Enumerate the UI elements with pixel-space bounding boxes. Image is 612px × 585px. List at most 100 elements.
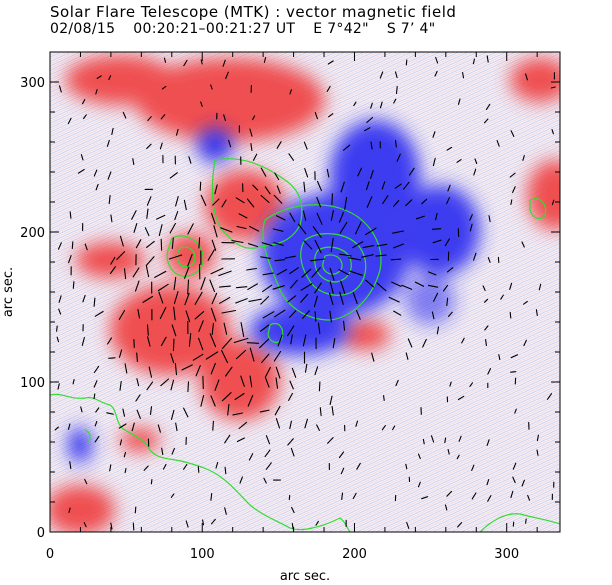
field-vector (145, 264, 150, 278)
field-vector (259, 409, 270, 413)
field-vector (342, 144, 351, 151)
field-vector (200, 101, 203, 107)
field-vector (393, 98, 397, 104)
field-vector (170, 409, 175, 420)
field-vector (487, 495, 492, 502)
field-vector (362, 245, 375, 249)
field-vector (235, 286, 248, 289)
field-vector (546, 393, 553, 400)
field-vector (486, 479, 490, 486)
obs-latitude: S 7’ 4" (386, 21, 436, 37)
field-vector (469, 214, 473, 221)
field-vector (509, 172, 516, 178)
field-vector (521, 479, 525, 487)
field-vector (122, 111, 127, 119)
field-vector (235, 197, 245, 204)
field-vector (240, 375, 245, 387)
field-vector (250, 143, 253, 152)
field-vector (122, 408, 126, 417)
field-vector (170, 379, 175, 391)
field-vector (159, 307, 167, 320)
field-vector (329, 310, 332, 323)
field-vector (118, 349, 123, 358)
field-vector (509, 311, 512, 319)
field-vector (184, 266, 190, 279)
field-vector (422, 338, 427, 348)
field-vector (275, 366, 281, 379)
field-vector (303, 181, 306, 193)
field-vector (364, 127, 371, 132)
field-vector (303, 141, 308, 150)
field-vector (290, 447, 295, 457)
field-vector (219, 296, 231, 304)
field-vector (81, 99, 86, 105)
field-vector (510, 490, 514, 499)
field-vector (185, 310, 191, 323)
field-vector (156, 214, 166, 220)
field-vector (462, 71, 465, 79)
field-vector (427, 284, 439, 288)
field-vector (509, 282, 513, 290)
field-vector (434, 70, 438, 77)
field-vector (94, 310, 104, 317)
field-vector (274, 309, 286, 318)
field-vector (225, 71, 229, 80)
field-vector (158, 224, 163, 237)
field-vector (143, 465, 149, 471)
negative-region (405, 275, 455, 325)
field-vector (183, 463, 188, 470)
field-vector (401, 284, 413, 290)
field-vector (154, 270, 167, 278)
field-vector (175, 422, 178, 432)
field-vector (236, 225, 247, 230)
field-vector (356, 310, 361, 320)
field-vector (300, 283, 313, 291)
field-vector (316, 196, 322, 208)
field-vector (376, 243, 388, 247)
field-vector (471, 492, 477, 500)
field-vector (393, 243, 404, 249)
field-vector (284, 255, 296, 259)
field-vector (205, 351, 219, 360)
field-vector (274, 172, 280, 181)
field-vector (160, 378, 170, 387)
field-vector (187, 223, 194, 235)
field-vector (417, 481, 421, 488)
field-vector (287, 438, 294, 446)
field-vector (110, 214, 113, 223)
contour-line (50, 393, 351, 532)
field-vector (355, 420, 359, 427)
field-vector (551, 199, 555, 206)
field-vector (58, 295, 62, 303)
field-vector (81, 336, 85, 346)
field-vector (525, 73, 528, 81)
field-vector (148, 366, 153, 378)
field-vector (408, 167, 415, 176)
field-vector (316, 424, 320, 431)
field-vector (209, 279, 216, 293)
field-vector (483, 118, 489, 124)
field-vector (187, 253, 193, 267)
field-vector (357, 167, 363, 177)
field-contours (50, 158, 560, 532)
field-vector (94, 420, 98, 427)
contour-line (314, 246, 352, 283)
field-vector (110, 522, 113, 530)
positive-region (205, 170, 285, 240)
field-vector (498, 354, 501, 361)
field-vector (272, 285, 285, 290)
field-vector (187, 381, 190, 393)
field-vector (202, 519, 205, 526)
field-vector (264, 186, 271, 195)
field-vector (432, 131, 436, 138)
field-vector (302, 334, 307, 347)
field-vector (332, 337, 336, 349)
field-vector (340, 467, 345, 475)
field-vector (264, 449, 271, 458)
field-vector (274, 405, 281, 416)
field-vector (484, 325, 489, 331)
field-vector (54, 426, 59, 431)
field-vector (444, 437, 447, 444)
field-vector (175, 196, 179, 207)
field-vector (224, 434, 231, 444)
